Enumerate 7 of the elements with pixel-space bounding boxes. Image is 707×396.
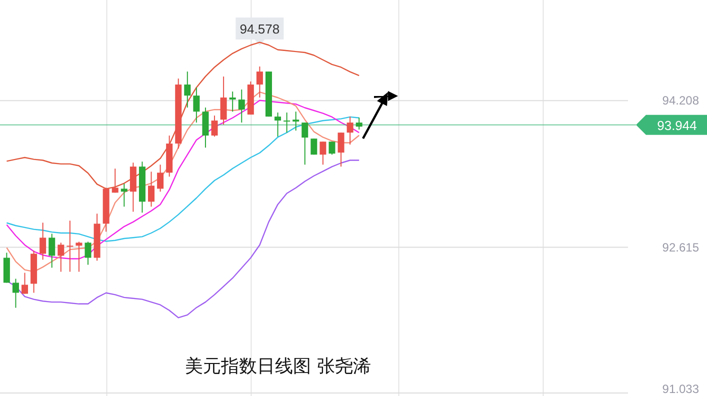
y-tick-label: 92.615: [662, 240, 700, 254]
ref-line-label: 93.944: [657, 118, 697, 133]
annotation: 94.578: [240, 21, 280, 36]
text: 美元指数日线图 张尧浠: [185, 356, 371, 377]
y-tick-label: 94.208: [662, 94, 700, 108]
annotation: 94.578: [236, 18, 284, 46]
y-tick-label: 91.033: [662, 382, 700, 396]
